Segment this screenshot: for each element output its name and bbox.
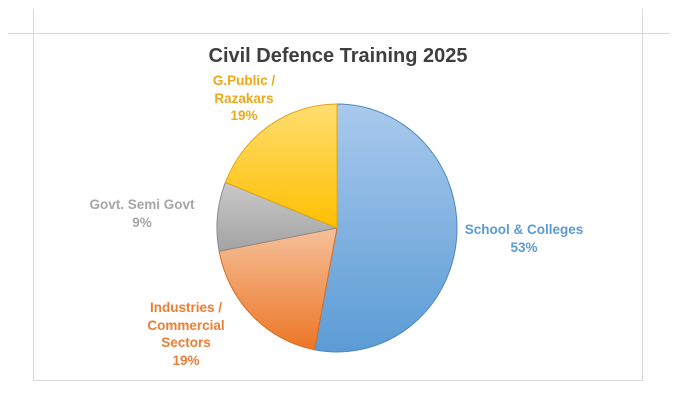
chart-title: Civil Defence Training 2025	[208, 45, 468, 67]
gridline-horizontal-top	[8, 33, 670, 34]
data-label-school-colleges: School & Colleges 53%	[439, 221, 609, 256]
data-label-govt-semi-govt: Govt. Semi Govt 9%	[77, 196, 207, 231]
data-label-line: Razakars	[214, 90, 274, 106]
chart-border-bottom	[33, 380, 643, 381]
pie-slice-school-colleges[interactable]	[314, 103, 458, 353]
data-label-value: 9%	[132, 214, 152, 230]
data-label-industries-commercial: Industries / Commercial Sectors 19%	[126, 299, 246, 369]
data-label-line: School & Colleges	[464, 222, 584, 237]
data-label-line: Commercial	[147, 317, 225, 333]
chart-border-right	[642, 9, 643, 381]
data-label-value: 19%	[172, 352, 200, 368]
pie-slice-industries-commercial[interactable]	[218, 227, 338, 351]
data-label-value: 53%	[510, 239, 538, 255]
pie-slice-gpublic-razakars[interactable]	[224, 103, 338, 229]
data-label-line: G.Public /	[212, 73, 276, 88]
data-label-line: Industries /	[149, 300, 222, 315]
data-label-value: 19%	[230, 108, 258, 123]
data-label-gpublic-razakars: G.Public / Razakars 19%	[184, 72, 304, 125]
data-label-line: Sectors	[161, 335, 211, 350]
data-label-line: Govt. Semi Govt	[89, 197, 195, 212]
chart-border-left	[33, 9, 34, 381]
